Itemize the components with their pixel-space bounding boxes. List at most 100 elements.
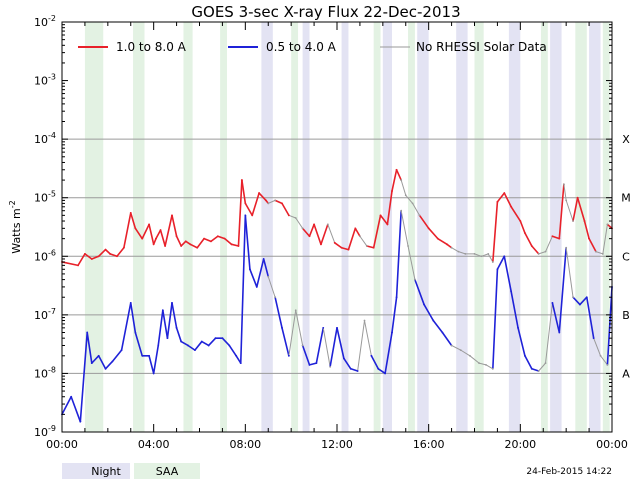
series-1-point	[301, 344, 304, 347]
series-1-segment	[166, 302, 173, 339]
series-0-point	[240, 179, 243, 181]
series-1-point	[524, 354, 526, 357]
series-1-point	[235, 354, 238, 357]
series-1-segment	[551, 302, 561, 334]
chart-title: GOES 3-sec X-ray Flux 22-Dec-2013	[191, 3, 460, 21]
series-0-segment	[391, 168, 398, 192]
series-1-point	[244, 214, 247, 217]
series-1-segment	[120, 302, 132, 351]
series-1-point	[157, 344, 160, 347]
y-axis-title-text: Watts m	[10, 208, 23, 253]
series-0-point	[606, 223, 609, 226]
series-0-segment	[602, 223, 608, 255]
series-1-point	[214, 337, 217, 340]
series-1-point	[599, 354, 602, 357]
series-1-segment	[148, 354, 155, 375]
series-0-point	[258, 192, 260, 194]
series-0-point	[308, 235, 311, 238]
series-0-segment	[281, 202, 290, 217]
series-0-segment	[437, 237, 448, 246]
series-1-segment	[496, 255, 506, 271]
y-tick-label: 10-5	[34, 190, 56, 205]
series-1-point	[274, 296, 277, 299]
series-0-segment	[583, 220, 590, 240]
series-0-segment	[379, 214, 389, 226]
series-0-segment	[295, 217, 304, 229]
series-1-point	[267, 275, 270, 278]
series-0-point	[152, 243, 155, 246]
series-0-point	[354, 227, 357, 230]
series-0-segment	[572, 196, 579, 222]
series-1-segment	[274, 296, 283, 329]
series-1-point	[414, 278, 416, 281]
series-0-point	[251, 214, 254, 217]
series-1-point	[129, 302, 132, 304]
series-1-segment	[255, 258, 265, 288]
series-1-segment	[600, 355, 608, 366]
series-1-segment	[579, 296, 588, 306]
series-0-segment	[606, 223, 613, 230]
series-1-point	[187, 344, 189, 347]
series-0-point	[464, 252, 467, 255]
series-1-point	[395, 296, 398, 299]
series-0-segment	[395, 168, 402, 181]
night-band-4	[417, 22, 429, 432]
series-1-segment	[129, 302, 137, 334]
series-0-segment	[258, 192, 267, 202]
series-1-segment	[517, 327, 526, 357]
series-1-segment	[194, 340, 203, 351]
series-0-point	[404, 194, 407, 197]
series-1-point	[517, 326, 519, 329]
series-0-segment	[210, 235, 219, 243]
series-0-segment	[104, 248, 111, 255]
legend-label-long: 1.0 to 8.0 A	[116, 40, 187, 54]
series-1-point	[152, 372, 155, 375]
series-1-point	[221, 337, 224, 340]
night-band-7	[550, 22, 562, 432]
y-tick-label: 10-7	[34, 307, 56, 322]
series-1-segment	[364, 320, 372, 357]
series-1-segment	[606, 286, 613, 366]
series-0-segment	[451, 247, 459, 253]
series-0-segment	[496, 192, 506, 203]
series-0-segment	[588, 237, 597, 253]
series-0-segment	[77, 253, 86, 267]
series-0-point	[281, 202, 283, 205]
y-axis-title-sup: -2	[8, 200, 17, 208]
series-0-point	[116, 255, 118, 258]
series-0-point	[391, 190, 393, 192]
series-0-point	[230, 243, 233, 246]
series-0-segment	[347, 227, 357, 251]
series-0-segment	[576, 196, 586, 222]
night-band-5	[456, 22, 468, 432]
series-0-segment	[274, 199, 283, 205]
series-0-point	[77, 264, 79, 267]
series-0-point	[372, 246, 375, 249]
series-1-segment	[384, 331, 393, 375]
series-0-point	[244, 202, 247, 205]
series-0-point	[503, 192, 506, 194]
flare-class-B: B	[622, 309, 630, 322]
night-band-1	[302, 22, 310, 432]
series-1-point	[239, 362, 242, 365]
series-0-point	[155, 237, 157, 240]
series-1-segment	[357, 320, 365, 372]
series-0-point	[562, 183, 565, 186]
series-0-segment	[457, 251, 466, 255]
saa-band-4	[291, 22, 299, 432]
series-1-point	[97, 354, 100, 357]
series-1-point	[134, 331, 137, 334]
y-tick-label: 10-3	[34, 73, 56, 88]
series-1-segment	[134, 331, 144, 357]
series-0-segment	[180, 240, 187, 247]
series-0-segment	[405, 194, 414, 204]
series-0-segment	[175, 235, 182, 247]
night-band-8	[589, 22, 601, 432]
series-1-segment	[538, 362, 547, 372]
series-0-segment	[418, 214, 430, 230]
x-tick-label: 04:00	[138, 438, 170, 451]
saa-legend-swatch	[134, 463, 200, 479]
series-0-segment	[288, 214, 297, 219]
series-1-segment	[281, 327, 290, 357]
